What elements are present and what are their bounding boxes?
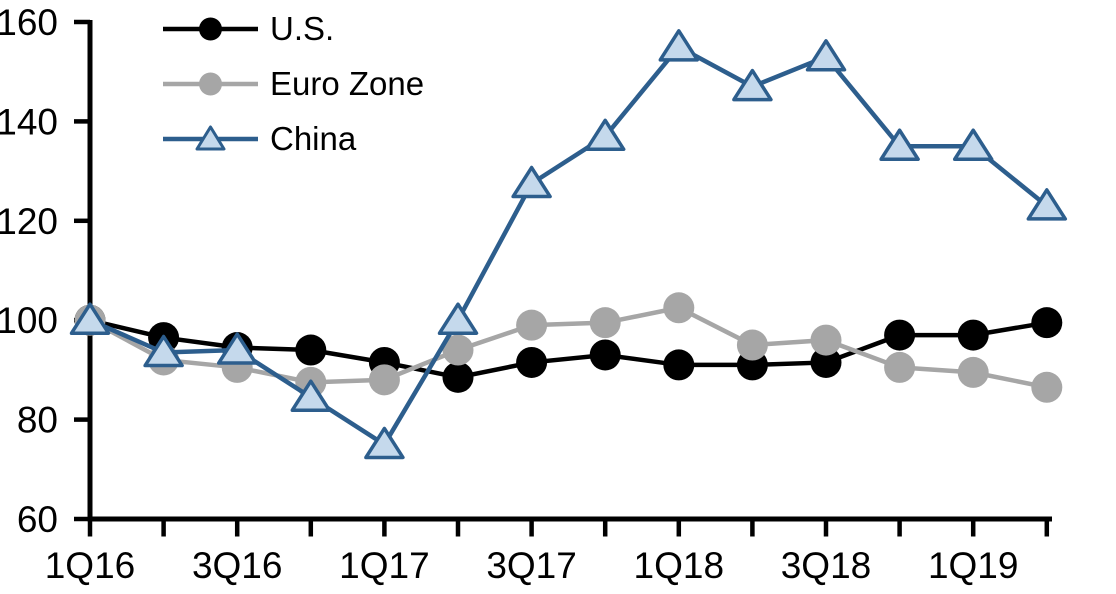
data-point [143, 334, 184, 368]
data-point [437, 302, 479, 335]
data-point [952, 128, 994, 161]
data-point [442, 361, 474, 393]
data-point [884, 319, 916, 351]
data-point [805, 39, 847, 72]
data-point [511, 165, 552, 199]
data-point [1026, 188, 1068, 221]
data-point [584, 118, 626, 152]
data-point [516, 309, 548, 341]
data-point [658, 29, 700, 62]
x-axis-tick-label: 3Q18 [781, 545, 872, 586]
legend-label-eurozone: Euro Zone [270, 65, 425, 102]
data-point [663, 349, 695, 381]
series-china [69, 29, 1068, 460]
data-point [957, 319, 989, 351]
data-point [364, 426, 405, 460]
legend-label-china: China [270, 120, 357, 157]
y-axis-tick-label: 60 [17, 499, 58, 540]
data-point [957, 356, 989, 388]
y-axis-tick-label: 80 [17, 400, 58, 441]
data-point [442, 334, 474, 366]
data-point [69, 302, 111, 335]
data-point [879, 128, 920, 161]
legend-sample-marker [199, 72, 222, 95]
legend: U.S. Euro Zone China [163, 1, 424, 166]
legend-sample-marker [199, 17, 222, 40]
data-point [368, 364, 400, 396]
x-axis-tick-label: 1Q19 [928, 545, 1019, 586]
legend-item-eurozone: Euro Zone [163, 56, 424, 111]
data-point [516, 346, 548, 378]
data-point [732, 68, 773, 102]
data-point [810, 346, 842, 378]
data-point [589, 339, 621, 371]
x-axis-tick-label: 3Q17 [486, 545, 577, 586]
y-axis-tick-label: 120 [0, 201, 58, 242]
legend-sample-marker [195, 125, 226, 150]
data-point [663, 292, 695, 324]
y-axis-tick-label: 140 [0, 101, 58, 142]
data-point [1031, 307, 1063, 339]
x-axis-tick-label: 3Q16 [192, 545, 283, 586]
data-point [736, 329, 768, 361]
y-axis-tick-label: 160 [0, 2, 58, 43]
data-point [216, 332, 258, 365]
data-point [589, 307, 621, 339]
data-point [884, 351, 916, 383]
data-point [290, 379, 332, 412]
data-point [295, 334, 327, 366]
data-point [810, 324, 842, 356]
eurozone-line-marker-icon [163, 72, 258, 95]
data-point [1031, 371, 1063, 403]
x-axis-tick-label: 1Q16 [45, 545, 136, 586]
china-line-marker-icon [163, 125, 258, 150]
legend-item-us: U.S. [163, 1, 424, 56]
y-axis-tick-label: 100 [0, 300, 58, 341]
legend-item-china: China [163, 111, 424, 166]
us-line-marker-icon [163, 17, 258, 40]
x-axis-tick-label: 1Q17 [339, 545, 430, 586]
x-axis-tick-label: 1Q18 [634, 545, 725, 586]
legend-label-us: U.S. [270, 10, 335, 47]
